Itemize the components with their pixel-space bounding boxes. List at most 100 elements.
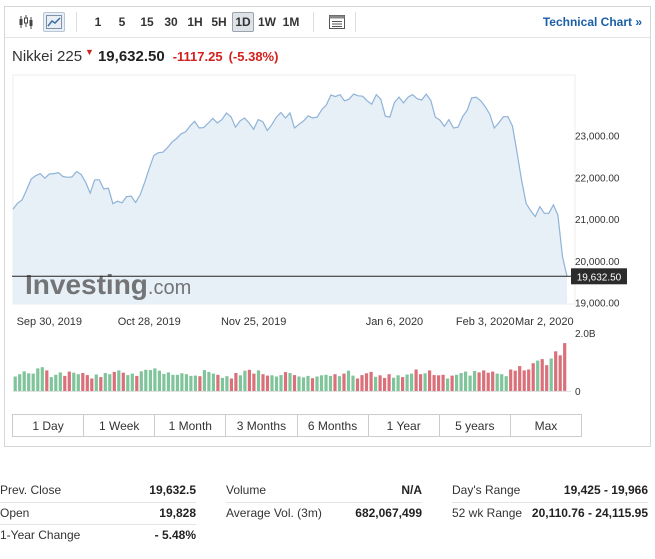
volume-bar [536,360,540,392]
volume-bar [261,374,265,391]
technical-chart-link[interactable]: Technical Chart » [542,15,642,29]
volume-bar [396,375,400,391]
volume-bar [310,378,315,391]
candlestick-icon[interactable] [15,12,37,32]
volume-bar [464,371,468,391]
volume-bar [76,374,80,391]
volume-bar [121,372,125,391]
volume-bar [554,351,558,391]
volume-bar [18,374,22,391]
range-1-day[interactable]: 1 Day [13,415,85,436]
timeframe-1d[interactable]: 1D [232,12,254,32]
volume-bar [225,376,229,391]
volume-bar [401,377,405,391]
range-3-months[interactable]: 3 Months [226,415,298,436]
toolbar-divider [313,12,314,32]
x-axis-tick-label: Nov 25, 2019 [221,316,286,328]
volume-bar [477,372,481,391]
volume-bar [315,376,319,391]
volume-bar [139,371,143,391]
volume-bar [423,373,427,391]
volume-bar [265,375,270,391]
toolbar-divider [76,12,77,32]
volume-bar [130,373,134,391]
volume-bar [189,375,193,391]
volume-bar [383,377,387,391]
volume-bar [410,373,414,391]
volume-bar [342,373,346,391]
timeframe-15[interactable]: 15 [140,15,154,29]
volume-bar [468,375,472,391]
volume-bar [166,372,170,391]
volume-bar [67,371,71,391]
volume-bar [351,375,355,391]
x-axis-tick-label: Sep 30, 2019 [17,316,82,328]
quote-header: Nikkei 225 ▼ 19,632.50 -1117.25 (-5.38%) [12,47,284,65]
volume-bar [319,375,324,391]
volume-bar [369,371,373,391]
volume-bar [513,370,517,391]
range-1-week[interactable]: 1 Week [84,415,156,436]
volume-bar [148,370,152,391]
investing-logo: Investing.com [25,269,191,300]
volume-bar [234,373,238,391]
volume-bar [437,375,441,391]
volume-bar [337,376,342,391]
volume-bar [441,374,445,391]
range-1-year[interactable]: 1 Year [369,415,440,436]
volume-bar [126,375,130,392]
timeframe-1[interactable]: 1 [94,15,102,29]
volume-bar [193,375,197,391]
volume-bar [279,375,283,392]
volume-bar [184,374,188,391]
timeframe-1m[interactable]: 1M [282,15,300,29]
volume-bar [283,372,288,391]
range-1-month[interactable]: 1 Month [155,415,227,436]
volume-bar [31,373,35,391]
last-price-label: 19,632.50 [577,272,622,283]
volume-bar [252,373,256,391]
volume-bar [522,370,526,391]
range-6-months[interactable]: 6 Months [298,415,369,436]
volume-bar [256,370,261,391]
volume-bar [549,358,553,391]
volume-bar [135,375,139,391]
volume-bar [455,374,459,391]
range-max[interactable]: Max [534,418,558,433]
volume-bar [558,355,562,391]
volume-bar [509,369,513,391]
volume-bar [81,373,85,391]
volume-bar [346,370,351,391]
range-5-years[interactable]: 5 years [440,415,511,436]
timeframe-1h[interactable]: 1H [187,15,203,29]
price-chart[interactable]: Investing.com 19,632.50 23,000.00 22,000.00… [5,7,650,407]
volume-bar [405,374,409,391]
timeframe-5[interactable]: 5 [118,15,126,29]
volume-bar [180,373,184,391]
volume-bar [22,371,26,391]
volume-bar [446,378,450,391]
timeframe-30[interactable]: 30 [164,15,178,29]
chart-toolbar: 1 5 15 30 1H 5H 1D 1W 1M Technical Chart… [5,7,650,38]
volume-bar [364,373,369,391]
stats-column-3: Day's Range 19,425 - 19,966 52 wk Range … [452,480,648,525]
volume-bar [540,359,544,391]
toolbar-divider [355,12,356,32]
volume-bar [500,374,504,391]
area-chart-icon[interactable] [43,12,65,32]
volume-bar [392,377,396,391]
volume-bar [387,374,391,391]
volume-bar [297,376,301,391]
volume-bar [243,370,247,391]
stat-days-range: Day's Range 19,425 - 19,966 [452,480,648,503]
volume-bar [378,375,382,391]
x-axis-tick-label: Mar 2, 2020 [515,316,574,328]
table-icon[interactable] [326,12,348,32]
timeframe-5h[interactable]: 5H [211,15,227,29]
price-change: -1117.25 [172,49,223,64]
stat-52-week-range: 52 wk Range 20,110.76 - 24,115.95 [452,505,648,520]
volume-bar [428,370,432,391]
volume-bar [531,363,535,391]
volume-bar [144,369,148,391]
timeframe-1w[interactable]: 1W [258,15,276,29]
